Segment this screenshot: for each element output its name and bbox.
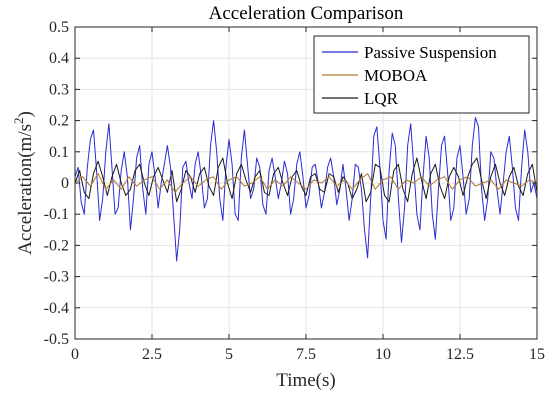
y-axis-title: Acceleration(m/s2): [11, 111, 36, 255]
series-line-moboa: [75, 173, 537, 193]
series-line-lqr: [75, 157, 537, 203]
axis-ticks: 0 2.5 5 7.5 10 12.5 15 -0.5 -0.4 -0.3 -0.2 -0.1 0 0.1…: [44, 19, 545, 363]
x-tick-label: 15: [529, 346, 545, 363]
series-line-passive-suspension: [75, 116, 537, 262]
y-tick-label: -0.1: [44, 206, 69, 223]
legend: Passive Suspension MOBOA LQR: [313, 35, 530, 114]
x-tick-label: 0: [71, 346, 79, 363]
legend-label: MOBOA: [364, 66, 428, 85]
y-axis-title-tail: ): [15, 111, 36, 117]
y-tick-label: 0.3: [49, 81, 69, 98]
x-tick-label: 10: [375, 346, 391, 363]
y-tick-label: -0.4: [44, 300, 69, 317]
y-axis-title-superscript: 2: [11, 117, 26, 124]
x-tick-label: 12.5: [446, 346, 474, 363]
y-tick-label: 0.5: [49, 19, 69, 36]
legend-label: Passive Suspension: [364, 43, 497, 62]
y-tick-label: 0: [61, 175, 69, 192]
chart-title: Acceleration Comparison: [209, 3, 404, 24]
y-tick-label: -0.2: [44, 237, 69, 254]
y-tick-label: 0.4: [49, 50, 69, 67]
series-layer: [75, 116, 537, 262]
y-tick-label: -0.3: [44, 269, 69, 286]
y-tick-label: 0.2: [49, 113, 69, 130]
x-axis-title: Time(s): [276, 370, 335, 391]
x-tick-label: 5: [225, 346, 233, 363]
legend-label: LQR: [364, 89, 399, 108]
x-tick-label: 7.5: [296, 346, 316, 363]
y-tick-label: -0.5: [44, 331, 69, 348]
y-tick-label: 0.1: [49, 144, 69, 161]
x-tick-label: 2.5: [142, 346, 162, 363]
y-axis-title-main: Acceleration(m/s: [15, 124, 36, 255]
